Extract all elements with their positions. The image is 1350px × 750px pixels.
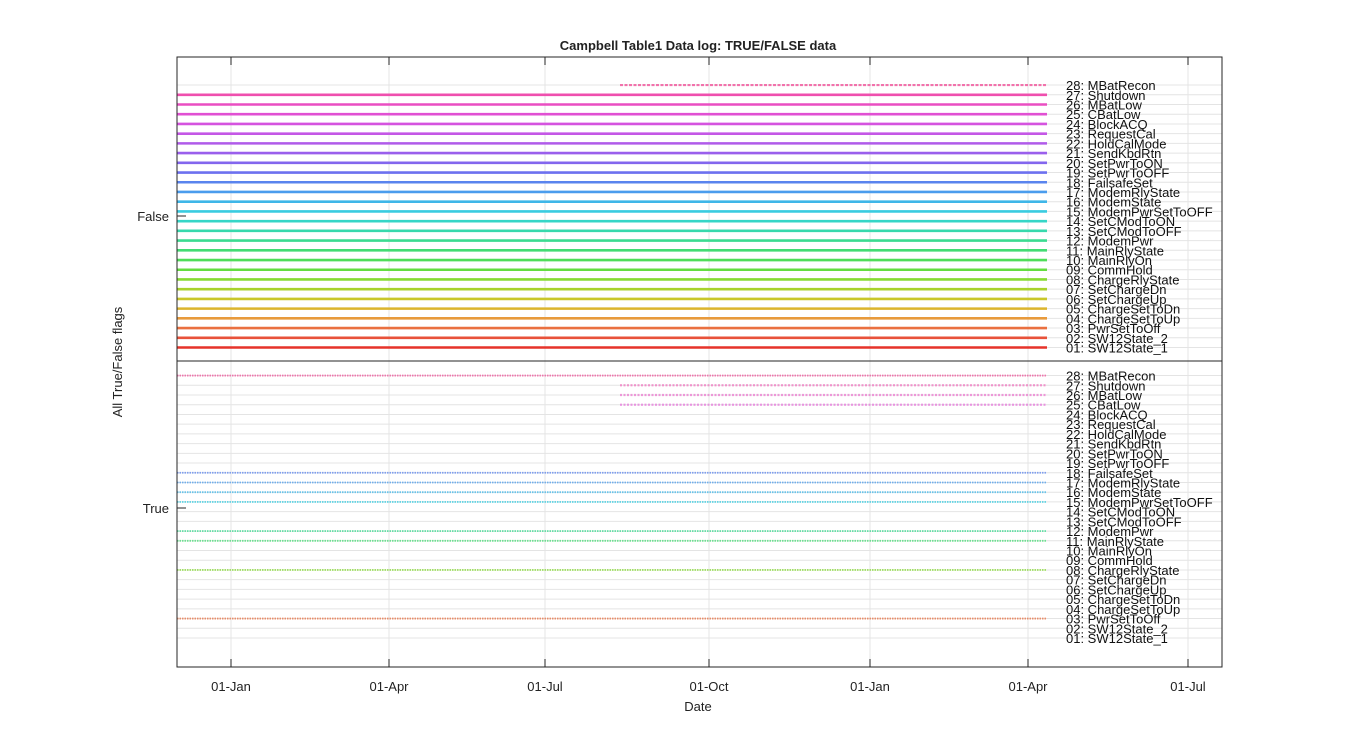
true-flag-label: 16: ModemState <box>1066 485 1161 500</box>
false-flag-label: 21: SendKbdRtn <box>1066 146 1161 161</box>
false-flag-label: 08: ChargeRlyState <box>1066 272 1179 287</box>
false-flag-label: 28: MBatRecon <box>1066 78 1156 93</box>
y-tick-label: True <box>143 501 169 516</box>
true-flag-label: 15: ModemPwrSetToOFF <box>1066 495 1213 510</box>
false-flag-label: 27: Shutdown <box>1066 88 1146 103</box>
true-flag-label: 04: ChargeSetToUp <box>1066 602 1180 617</box>
true-flag-label: 07: SetChargeDn <box>1066 573 1166 588</box>
false-flag-label: 20: SetPwrToON <box>1066 156 1163 171</box>
true-flag-label: 12: ModemPwr <box>1066 524 1154 539</box>
chart-title: Campbell Table1 Data log: TRUE/FALSE dat… <box>560 38 837 53</box>
true-flag-label: 09: CommHold <box>1066 553 1153 568</box>
false-flag-label: 23: RequestCal <box>1066 127 1156 142</box>
true-flag-label: 18: FailsafeSet <box>1066 466 1153 481</box>
true-flag-label: 24: BlockACQ <box>1066 407 1148 422</box>
false-flag-label: 09: CommHold <box>1066 263 1153 278</box>
false-flag-label: 06: SetChargeUp <box>1066 292 1166 307</box>
false-flag-label: 03: PwrSetToOff <box>1066 321 1161 336</box>
true-flag-label: 11: MainRlyState <box>1066 534 1164 549</box>
false-flag-label: 07: SetChargeDn <box>1066 282 1166 297</box>
y-tick-label: False <box>137 209 169 224</box>
data-layer <box>177 83 1047 620</box>
true-flag-label: 14: SetCModToON <box>1066 505 1175 520</box>
false-flag-label: 13: SetCModToOFF <box>1066 224 1182 239</box>
true-flag-label: 26: MBatLow <box>1066 388 1142 403</box>
true-flag-label: 01: SW12State_1 <box>1066 631 1168 646</box>
false-flag-label: 25: CBatLow <box>1066 107 1141 122</box>
false-flag-label: 11: MainRlyState <box>1066 243 1164 258</box>
x-tick-label: 01-Oct <box>689 679 728 694</box>
false-flag-label: 01: SW12State_1 <box>1066 341 1168 356</box>
x-tick-label: 01-Jul <box>527 679 563 694</box>
y-axis-label: All True/False flags <box>110 306 125 417</box>
false-flag-label: 05: ChargeSetToDn <box>1066 302 1180 317</box>
false-flag-label: 18: FailsafeSet <box>1066 175 1153 190</box>
true-flag-label: 27: Shutdown <box>1066 378 1146 393</box>
true-flag-label: 19: SetPwrToOFF <box>1066 456 1169 471</box>
true-flag-label: 28: MBatRecon <box>1066 369 1156 384</box>
true-flag-label: 25: CBatLow <box>1066 398 1141 413</box>
false-flag-label: 22: HoldCalMode <box>1066 136 1166 151</box>
true-flag-label: 23: RequestCal <box>1066 417 1156 432</box>
false-flag-label: 17: ModemRlyState <box>1066 185 1180 200</box>
false-flag-label: 15: ModemPwrSetToOFF <box>1066 204 1213 219</box>
false-flag-label: 02: SW12State_2 <box>1066 331 1168 346</box>
plot-frame <box>176 56 1223 668</box>
false-flag-label: 12: ModemPwr <box>1066 234 1154 249</box>
true-flag-label: 10: MainRlyOn <box>1066 544 1152 559</box>
x-tick-label: 01-Jul <box>1170 679 1206 694</box>
x-tick-label: 01-Apr <box>1008 679 1048 694</box>
x-tick-label: 01-Apr <box>369 679 409 694</box>
false-flag-label: 24: BlockACQ <box>1066 117 1148 132</box>
x-tick-label: 01-Jan <box>850 679 890 694</box>
false-flag-label: 26: MBatLow <box>1066 98 1142 113</box>
true-flag-label: 03: PwrSetToOff <box>1066 612 1161 627</box>
false-flag-label: 14: SetCModToON <box>1066 214 1175 229</box>
true-flag-label: 06: SetChargeUp <box>1066 582 1166 597</box>
true-flag-label: 13: SetCModToOFF <box>1066 514 1182 529</box>
false-flag-label: 16: ModemState <box>1066 195 1161 210</box>
true-flag-label: 17: ModemRlyState <box>1066 475 1180 490</box>
true-flag-label: 02: SW12State_2 <box>1066 621 1168 636</box>
x-tick-label: 01-Jan <box>211 679 251 694</box>
false-flag-label: 04: ChargeSetToUp <box>1066 311 1180 326</box>
true-flag-label: 05: ChargeSetToDn <box>1066 592 1180 607</box>
false-flag-label: 10: MainRlyOn <box>1066 253 1152 268</box>
false-flag-label: 19: SetPwrToOFF <box>1066 166 1169 181</box>
true-flag-label: 08: ChargeRlyState <box>1066 563 1179 578</box>
true-flag-label: 22: HoldCalMode <box>1066 427 1166 442</box>
x-axis-label: Date <box>684 699 711 714</box>
true-flag-label: 20: SetPwrToON <box>1066 446 1163 461</box>
flag-labels: 01: SW12State_101: SW12State_102: SW12St… <box>1066 78 1213 646</box>
axes-frame: 01-Jan 01-Apr 01-Jul 01-Oct 01-Jan 01-Apr 01-J… <box>137 56 1223 694</box>
true-flag-label: 21: SendKbdRtn <box>1066 437 1161 452</box>
